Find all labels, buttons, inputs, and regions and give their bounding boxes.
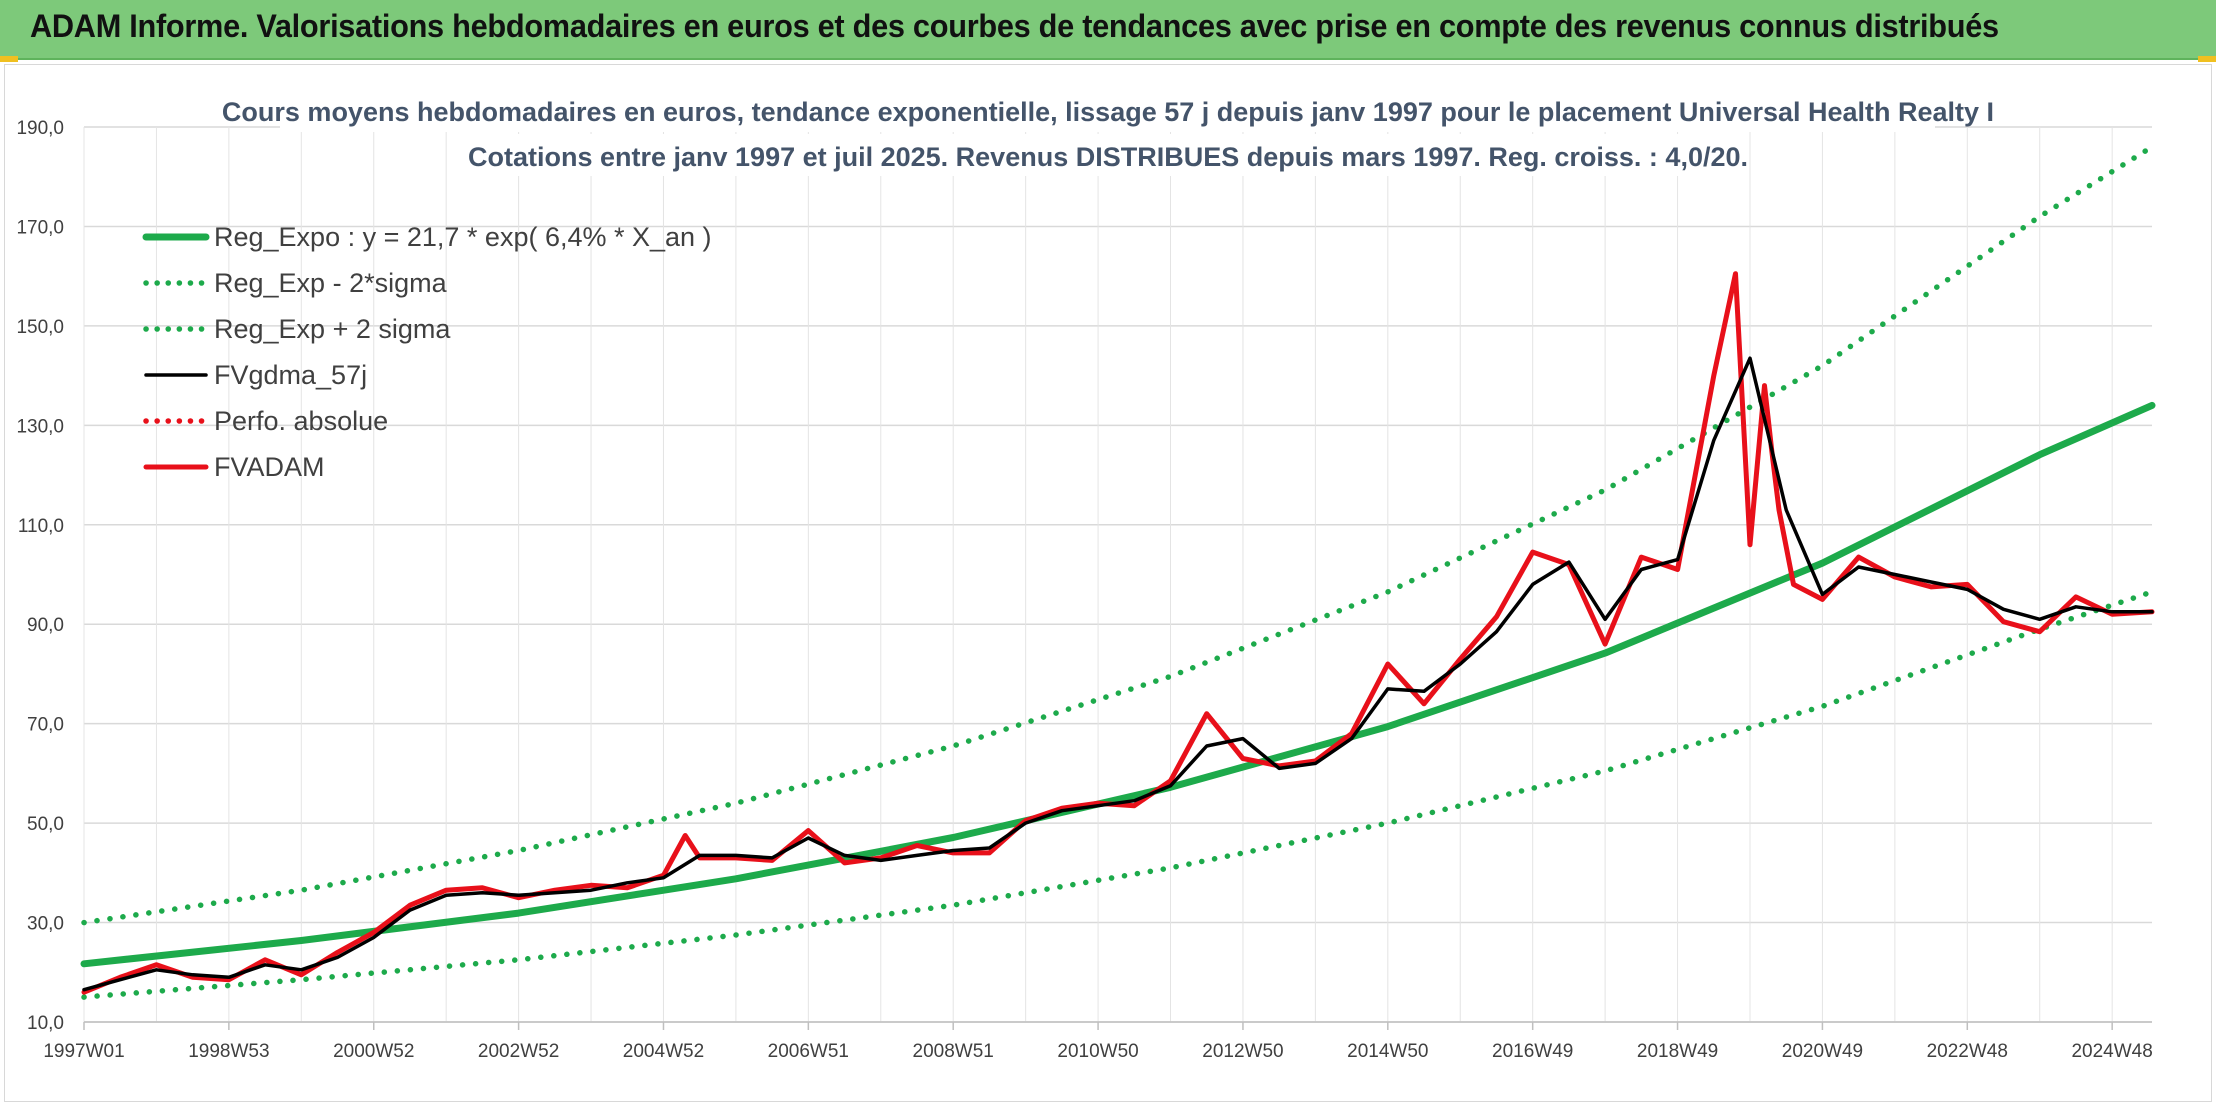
y-tick-label: 70,0	[27, 715, 64, 736]
x-axis: 1997W01 1998W53 2000W52 2002W52 2004W52 2006W…	[43, 1021, 2153, 1062]
y-tick-label: 10,0	[27, 1013, 64, 1034]
x-tick-label: 2010W50	[1057, 1041, 1138, 1062]
x-tick-label: 2000W52	[333, 1041, 414, 1062]
x-tick-label: 2022W48	[1927, 1041, 2008, 1062]
x-tick-label: 2002W52	[478, 1041, 559, 1062]
series-line-5	[81, 271, 2155, 995]
chart-panel	[4, 64, 2212, 1102]
x-tick-label: 1997W01	[43, 1041, 124, 1062]
x-tick-label: 2014W50	[1347, 1041, 1428, 1062]
y-axis: 10,0 30,0 50,0 70,0 90,0 110,0 130,0 150,0 170,0…	[16, 118, 64, 1034]
legend-label-5: FVADAM	[214, 452, 325, 482]
x-tick-label: 2018W49	[1637, 1041, 1718, 1062]
report-banner-title: ADAM Informe. Valorisations hebdomadaire…	[30, 8, 1999, 44]
x-tick-label: 2006W51	[768, 1041, 849, 1062]
chart-subtitle: Cotations entre janv 1997 et juil 2025. …	[468, 142, 1748, 172]
series-line-0	[80, 401, 2156, 968]
chart-titles: Cours moyens hebdomadaires en euros, ten…	[222, 90, 1994, 176]
chart-title-background	[280, 90, 1935, 132]
x-tick-label: 2012W50	[1202, 1041, 1283, 1062]
series-line-2	[81, 144, 2155, 926]
corner-marker-top-right	[2198, 56, 2216, 62]
legend-label-4: Perfo. absolue	[214, 406, 388, 436]
chart-title: Cours moyens hebdomadaires en euros, ten…	[222, 97, 1994, 127]
y-tick-label: 30,0	[27, 914, 64, 935]
x-tick-label: 2004W52	[623, 1041, 704, 1062]
legend-label-0: Reg_Expo : y = 21,7 * exp( 6,4% * X_an )	[214, 222, 712, 252]
series-line-1	[81, 589, 2155, 1000]
legend-label-2: Reg_Exp + 2 sigma	[214, 314, 451, 344]
y-tick-label: 50,0	[27, 814, 64, 835]
chart-subtitle-background	[510, 134, 1705, 176]
y-tick-label: 90,0	[27, 615, 64, 636]
y-tick-label: 110,0	[18, 516, 64, 537]
legend-label-1: Reg_Exp - 2*sigma	[214, 268, 448, 298]
legend-label-3: FVgdma_57j	[214, 360, 367, 390]
series-line-3	[82, 356, 2154, 992]
x-tick-label: 2024W48	[2071, 1041, 2152, 1062]
y-tick-label: 170,0	[16, 217, 64, 238]
x-tick-label: 2016W49	[1492, 1041, 1573, 1062]
x-tick-label: 2020W49	[1782, 1041, 1863, 1062]
y-tick-label: 130,0	[16, 416, 64, 437]
chart-legend: Reg_Expo : y = 21,7 * exp( 6,4% * X_an )…	[142, 222, 712, 482]
report-banner: ADAM Informe. Valorisations hebdomadaire…	[0, 0, 2216, 60]
y-tick-label: 190,0	[16, 118, 64, 139]
x-tick-label: 1998W53	[188, 1041, 269, 1062]
x-tick-label: 2008W51	[913, 1041, 994, 1062]
chart-series	[80, 144, 2156, 1000]
corner-marker-top-left	[0, 56, 18, 62]
y-tick-label: 150,0	[16, 317, 64, 338]
